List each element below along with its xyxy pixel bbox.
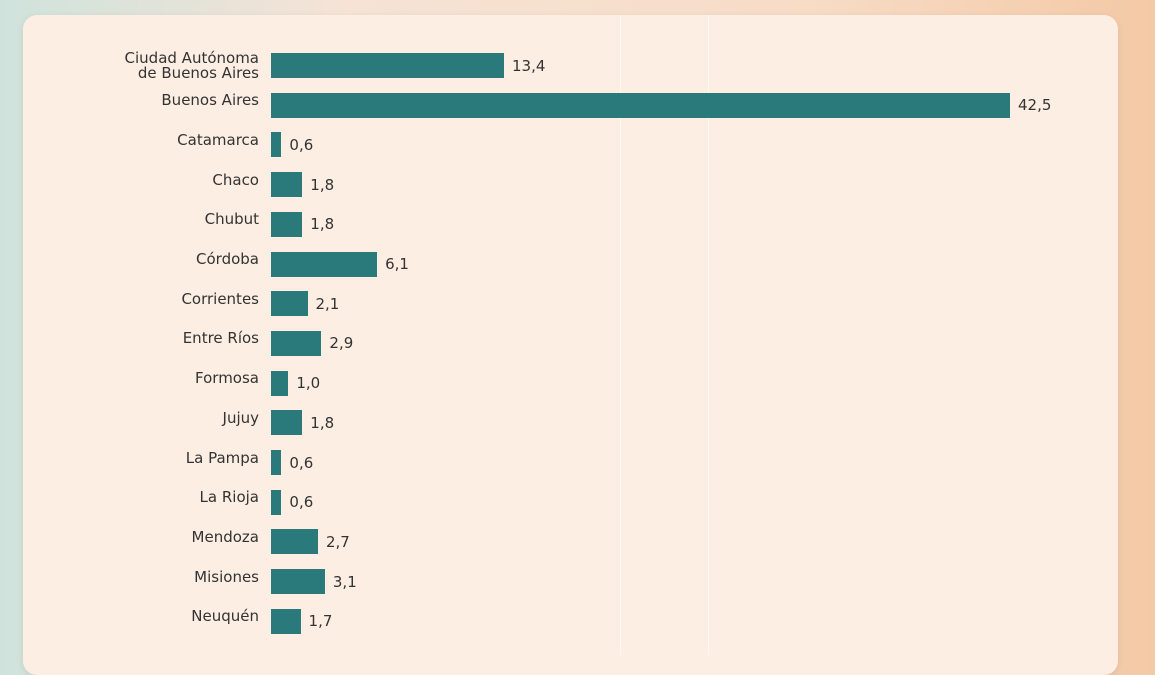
value-label: 1,0: [296, 374, 321, 393]
bar: [271, 291, 308, 317]
value-label: 1,7: [308, 612, 333, 631]
decor-line: [708, 15, 709, 655]
category-label: Corrientes: [181, 289, 259, 308]
category-label: Misiones: [194, 567, 259, 586]
value-label: 3,1: [332, 572, 357, 591]
category-label: Ciudad Autónoma de Buenos Aires: [124, 48, 259, 82]
category-label: Entre Ríos: [182, 329, 259, 348]
category-label: Formosa: [195, 369, 259, 388]
category-label: Neuquén: [191, 607, 259, 626]
value-label: 6,1: [385, 255, 409, 273]
decor-line: [620, 15, 621, 655]
bar: [271, 172, 303, 198]
bar: [271, 410, 303, 436]
value-label: 1,8: [310, 215, 335, 234]
bar: [271, 251, 378, 277]
value-label: 42,5: [1018, 96, 1052, 115]
value-label: 0,6: [289, 453, 314, 472]
bar: [271, 450, 282, 475]
bar: [271, 132, 282, 158]
value-label: 2,7: [325, 532, 350, 551]
category-label: Mendoza: [191, 527, 259, 546]
bar: [271, 53, 504, 78]
value-label: 13,4: [512, 56, 546, 75]
category-label: Chubut: [204, 210, 259, 229]
value-label: 1,8: [310, 413, 335, 432]
bar: [271, 569, 325, 595]
chart-card: [23, 15, 1118, 675]
bar: [271, 370, 289, 396]
bar: [271, 489, 282, 515]
value-label: 2,9: [329, 334, 354, 353]
bar: [271, 211, 303, 237]
category-label: Catamarca: [177, 130, 259, 149]
category-label: La Pampa: [185, 448, 259, 467]
value-label: 1,8: [310, 175, 335, 194]
category-label: La Rioja: [199, 488, 259, 507]
bar: [271, 92, 1010, 118]
category-label: Córdoba: [196, 250, 259, 268]
value-label: 2,1: [315, 294, 340, 313]
value-label: 0,6: [289, 493, 314, 512]
category-label: Chaco: [212, 170, 259, 189]
bar: [271, 330, 322, 356]
category-label: Jujuy: [222, 408, 259, 427]
bar: [271, 529, 318, 555]
value-label: 0,6: [289, 135, 314, 154]
category-label: Buenos Aires: [161, 91, 259, 110]
bar: [271, 608, 301, 634]
